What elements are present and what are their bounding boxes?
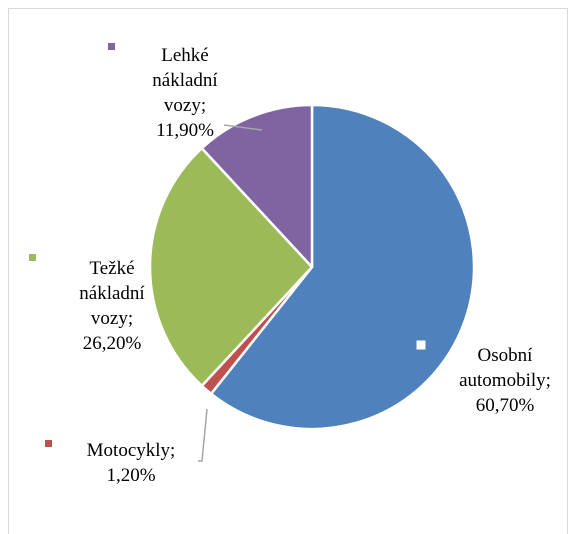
- pie-slice: [209, 103, 476, 431]
- value-label: 26,20%: [82, 333, 142, 354]
- leader-line: [198, 408, 208, 462]
- legend-key: [108, 43, 115, 50]
- category-name: Osobní automobily: [459, 345, 546, 391]
- data-label: Osobní automobily; 60,70%: [437, 343, 573, 418]
- category-name: Motocykly: [86, 440, 171, 461]
- category-name: Lehké nákladní vozy: [152, 45, 218, 116]
- legend-key: [45, 440, 52, 447]
- legend-key: [29, 254, 36, 261]
- legend-key: [415, 339, 427, 351]
- value-label: 1,20%: [106, 465, 156, 486]
- value-label: 60,70%: [475, 395, 535, 416]
- data-label: Motocykly; 1,20%: [66, 438, 196, 488]
- separator: ;: [170, 440, 176, 461]
- pie-slice: [200, 103, 314, 269]
- separator: ;: [127, 308, 134, 329]
- separator: ;: [200, 95, 207, 116]
- pie-slice: [148, 146, 314, 388]
- data-label: Lehké nákladní vozy; 11,90%: [135, 43, 235, 143]
- separator: ;: [545, 370, 551, 391]
- leader-line: [223, 124, 263, 131]
- data-label: Težké nákladní vozy; 26,20%: [62, 256, 162, 356]
- pie: [148, 103, 476, 431]
- category-name: Težké nákladní vozy: [79, 258, 145, 329]
- value-label: 11,90%: [156, 120, 214, 141]
